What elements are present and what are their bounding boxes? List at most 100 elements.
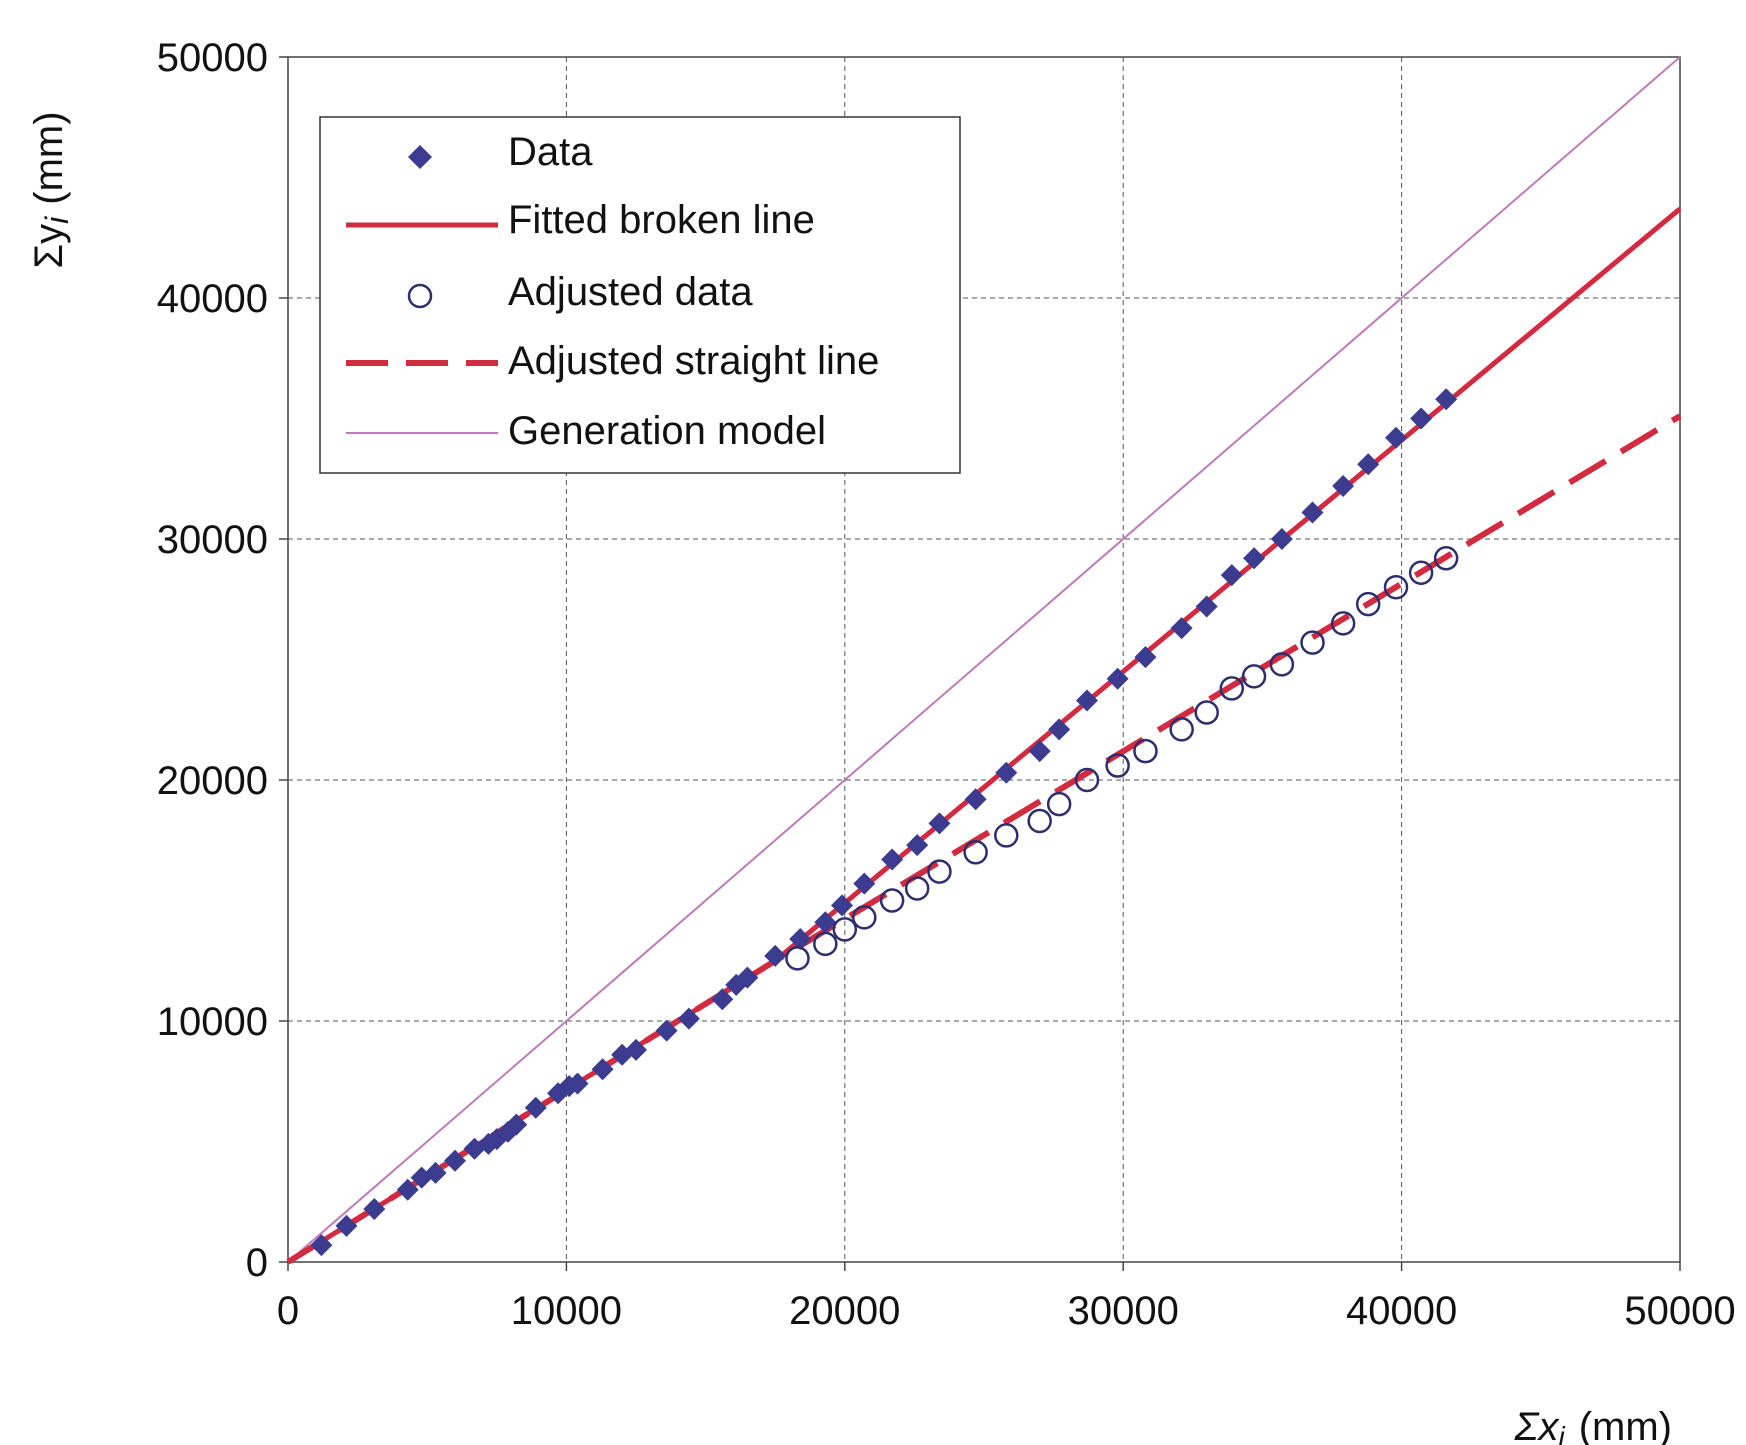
- data-point: [396, 1178, 419, 1201]
- data-point: [505, 1113, 528, 1136]
- data-point: [1048, 718, 1071, 741]
- adjusted-data-point: [1433, 546, 1459, 571]
- y-axis-ticks: 0 10000 20000 30000 40000 50000: [157, 36, 288, 1285]
- x-tick-label: 30000: [1068, 1289, 1179, 1333]
- legend-label: Generation model: [508, 409, 826, 453]
- data-point: [964, 788, 987, 811]
- y-axis-label-symbol: Σy: [27, 224, 71, 269]
- adjusted-data-point: [1300, 630, 1325, 655]
- data-point: [736, 966, 759, 989]
- y-axis-label-unit: (mm): [27, 111, 71, 204]
- y-tick-label: 10000: [157, 1000, 268, 1044]
- data-point: [524, 1096, 547, 1119]
- data-point: [764, 944, 787, 967]
- adjusted-data-point: [852, 905, 877, 930]
- legend-adjusted-marker: [407, 283, 433, 309]
- data-point: [1220, 564, 1243, 587]
- series-markers: [310, 388, 1459, 1257]
- adjusted-data-point: [1355, 591, 1381, 617]
- data-point: [1028, 740, 1051, 763]
- y-tick-label: 0: [246, 1241, 268, 1285]
- y-tick-label: 20000: [157, 759, 268, 803]
- data-point: [1170, 617, 1193, 640]
- adjusted-data-point: [1330, 611, 1356, 636]
- data-point: [1332, 474, 1355, 497]
- adjusted-data-point: [1219, 676, 1245, 701]
- x-axis-label-unit: (mm): [1579, 1405, 1672, 1445]
- data-point: [1270, 528, 1293, 550]
- data-point: [363, 1197, 386, 1220]
- legend-item-generation-model: Generation model: [346, 409, 826, 453]
- data-point: [881, 848, 904, 871]
- data-point: [1410, 407, 1433, 430]
- x-axis-label-symbol: Σx: [1514, 1405, 1561, 1445]
- x-axis-ticks: 0 10000 20000 30000 40000 50000: [277, 1262, 1736, 1333]
- data-point: [335, 1214, 358, 1237]
- legend-label: Adjusted data: [508, 270, 753, 314]
- y-axis-label: Σyi (mm): [27, 111, 75, 268]
- data-point: [906, 834, 929, 857]
- legend-item-adjusted-data: Adjusted data: [407, 270, 753, 314]
- x-axis-label-subscript: i: [1558, 1421, 1565, 1445]
- adjusted-data-point: [1241, 664, 1267, 689]
- x-axis-label: Σxi (mm): [1514, 1405, 1673, 1445]
- data-point: [711, 988, 734, 1011]
- data-point: [1195, 595, 1218, 618]
- data-point: [928, 812, 951, 835]
- adjusted-data-point: [1269, 652, 1295, 677]
- legend-box: [319, 116, 961, 474]
- data-point: [814, 911, 837, 934]
- adjusted-data-point: [994, 823, 1019, 848]
- legend-label: Adjusted straight line: [508, 339, 879, 383]
- plot-frame: [287, 56, 1681, 1263]
- x-tick-label: 0: [277, 1289, 299, 1333]
- legend-item-adjusted-straight-line: Adjusted straight line: [346, 339, 879, 383]
- x-tick-label: 50000: [1624, 1289, 1735, 1333]
- data-point: [424, 1161, 447, 1184]
- adjusted-data-point: [1383, 574, 1409, 600]
- data-point: [1134, 646, 1157, 669]
- adjusted-data-point: [1169, 717, 1194, 742]
- legend-item-fitted-broken-line: Fitted broken line: [346, 198, 815, 242]
- data-point: [789, 928, 812, 951]
- x-tick-label: 10000: [511, 1289, 622, 1333]
- adjusted-data-point: [1105, 753, 1130, 778]
- adjusted-data-point: [1027, 808, 1052, 834]
- generation-model-line: [287, 56, 1681, 1263]
- y-tick-label: 40000: [157, 277, 268, 321]
- legend-label: Fitted broken line: [508, 198, 815, 242]
- adjusted-data-point: [832, 917, 858, 942]
- data-point: [1435, 388, 1458, 411]
- adjusted-data-point: [1046, 791, 1072, 817]
- adjusted-data-point: [1408, 560, 1434, 585]
- adjusted-data-point: [904, 876, 930, 901]
- data-point: [625, 1038, 647, 1061]
- data-point: [1385, 426, 1408, 449]
- data-point: [310, 1234, 333, 1257]
- legend-data-marker: [408, 145, 432, 169]
- adjusted-data-point: [1074, 767, 1100, 793]
- data-point: [831, 894, 854, 917]
- y-tick-label: 50000: [157, 36, 268, 80]
- adjusted-data-point: [963, 840, 988, 865]
- legend-label: Data: [508, 130, 593, 174]
- adjusted-data-point: [813, 931, 838, 957]
- data-point: [566, 1072, 589, 1095]
- adjusted-data-point: [927, 859, 952, 884]
- data-point: [1357, 453, 1380, 476]
- data-point: [1106, 667, 1129, 690]
- y-tick-label: 30000: [157, 518, 268, 562]
- data-point: [1243, 547, 1266, 570]
- data-point: [995, 761, 1018, 784]
- data-point: [1301, 501, 1324, 524]
- data-point: [591, 1058, 614, 1081]
- y-axis-label-subscript: i: [39, 216, 75, 224]
- adjusted-data-point: [1194, 700, 1219, 725]
- data-point: [655, 1019, 678, 1042]
- data-point: [1076, 689, 1099, 712]
- x-tick-label: 20000: [789, 1289, 900, 1333]
- adjusted-data-point: [785, 946, 810, 971]
- data-point: [677, 1007, 700, 1030]
- x-tick-label: 40000: [1346, 1289, 1457, 1333]
